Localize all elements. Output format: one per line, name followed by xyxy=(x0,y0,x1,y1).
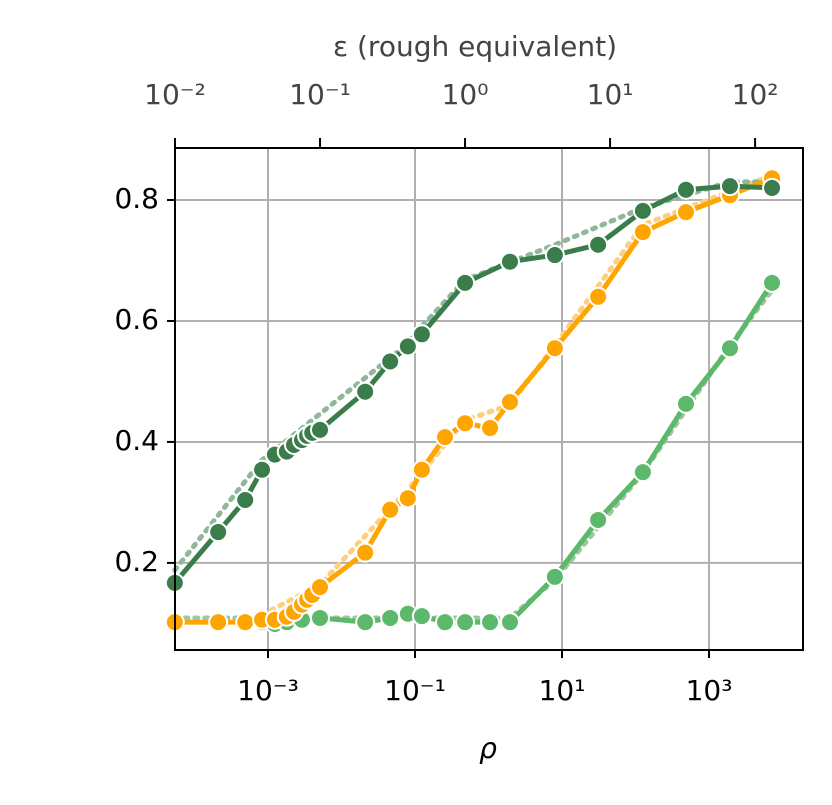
data-point xyxy=(499,612,520,633)
top-tick-label: 10⁻¹ xyxy=(289,78,351,111)
data-point xyxy=(588,509,609,530)
data-point xyxy=(762,272,783,293)
x-tick-label: 10¹ xyxy=(539,674,586,707)
data-point xyxy=(355,612,376,633)
data-point xyxy=(380,351,401,372)
data-point xyxy=(208,522,229,543)
y-tick-label: 0.2 xyxy=(114,545,159,578)
series-line xyxy=(172,287,775,621)
data-point xyxy=(235,612,256,633)
data-point xyxy=(632,462,653,483)
top-tick-label: 10¹ xyxy=(587,78,634,111)
data-point xyxy=(544,338,565,359)
data-point xyxy=(411,606,432,627)
plot-frame xyxy=(174,147,804,651)
data-point xyxy=(499,392,520,413)
y-tick-label: 0.4 xyxy=(114,424,159,457)
data-point xyxy=(762,177,783,198)
data-point xyxy=(411,459,432,480)
y-tick-label: 0.6 xyxy=(114,303,159,336)
data-point xyxy=(480,418,501,439)
top-axis-label: ε (rough equivalent) xyxy=(333,30,617,63)
data-point xyxy=(675,393,696,414)
data-point xyxy=(252,459,273,480)
data-point xyxy=(235,490,256,511)
x-tick-label: 10³ xyxy=(686,674,733,707)
data-point xyxy=(310,607,331,628)
data-point xyxy=(719,176,740,197)
data-point xyxy=(675,179,696,200)
x-tick-label: 10⁻³ xyxy=(237,674,299,707)
data-point xyxy=(435,612,456,633)
data-point xyxy=(632,200,653,221)
data-point xyxy=(544,245,565,266)
series-line xyxy=(259,172,775,618)
data-point xyxy=(499,251,520,272)
data-point xyxy=(588,234,609,255)
data-point xyxy=(208,612,229,633)
x-axis-label: ρ xyxy=(479,732,497,765)
data-point xyxy=(397,488,418,509)
top-tick-label: 10² xyxy=(732,78,779,111)
data-point xyxy=(380,607,401,628)
data-point xyxy=(455,413,476,434)
y-tick-label: 0.8 xyxy=(114,182,159,215)
series-line xyxy=(172,183,775,586)
top-tick-label: 10⁰ xyxy=(442,78,489,111)
data-point xyxy=(675,202,696,223)
data-point xyxy=(397,336,418,357)
data-point xyxy=(435,427,456,448)
top-tick-label: 10⁻² xyxy=(144,78,206,111)
data-point xyxy=(588,286,609,307)
data-point xyxy=(380,499,401,520)
data-point xyxy=(411,324,432,345)
series-line xyxy=(172,179,775,573)
data-point xyxy=(310,419,331,440)
data-point xyxy=(355,542,376,563)
data-point xyxy=(355,381,376,402)
data-point xyxy=(544,566,565,587)
data-point xyxy=(480,612,501,633)
x-tick-label: 10⁻¹ xyxy=(384,674,446,707)
data-point xyxy=(632,222,653,243)
data-point xyxy=(455,612,476,633)
data-point xyxy=(310,577,331,598)
data-point xyxy=(719,338,740,359)
data-point xyxy=(455,272,476,293)
